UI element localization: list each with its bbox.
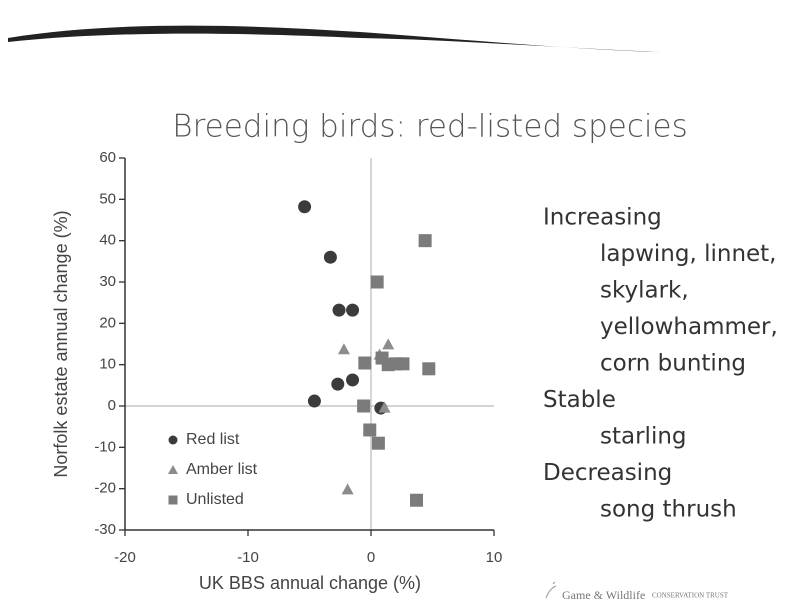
legend-swatch (168, 435, 178, 445)
point (410, 493, 424, 507)
point (422, 362, 436, 376)
side-heading: Increasing (543, 205, 662, 231)
point (418, 234, 432, 248)
side-heading: Stable (543, 387, 616, 413)
side-item: lapwing, linnet, (600, 241, 777, 267)
point (371, 436, 385, 450)
side-item: song thrush (600, 497, 737, 523)
point (378, 401, 391, 413)
legend-label: Unlisted (186, 491, 244, 508)
point (370, 275, 384, 289)
point (298, 200, 312, 214)
side-item: skylark, (600, 278, 689, 304)
y-tick-label: 50 (99, 190, 116, 207)
brush-stroke (8, 25, 660, 52)
point (341, 483, 354, 495)
legend-swatch (168, 465, 178, 474)
point (307, 394, 321, 408)
side-item: corn bunting (600, 351, 746, 377)
point (346, 303, 360, 317)
side-item: yellowhammer, (600, 314, 778, 340)
chart-title: Breeding birds: red-listed species (172, 109, 687, 145)
y-tick-label: 40 (99, 232, 116, 249)
y-tick-label: 30 (99, 273, 116, 290)
y-tick-label: 60 (99, 149, 116, 166)
y-tick-label: 0 (108, 397, 116, 414)
legend-label: Amber list (186, 461, 258, 478)
y-tick-label: -20 (94, 480, 116, 497)
legend-swatch (168, 495, 178, 505)
y-tick-label: 10 (99, 356, 116, 373)
x-tick-label: -20 (114, 549, 136, 566)
side-heading: Decreasing (543, 460, 672, 486)
point (396, 357, 410, 371)
side-item: starling (600, 424, 687, 450)
footer-tag: CONSERVATION TRUST (652, 592, 729, 600)
point (323, 250, 337, 264)
point (337, 343, 350, 355)
footer-name: Game & Wildlife (562, 588, 645, 602)
legend-label: Red list (186, 431, 240, 448)
footer-logo (545, 581, 557, 599)
y-tick-label: -30 (94, 521, 116, 538)
x-tick-label: -10 (237, 549, 259, 566)
point (357, 399, 371, 413)
x-tick-label: 10 (486, 549, 503, 566)
x-tick-label: 0 (367, 549, 375, 566)
side-text: Increasing lapwing, linnet, skylark, yellow… (543, 205, 778, 523)
point (363, 423, 377, 437)
point (331, 377, 345, 391)
point (382, 338, 395, 350)
point (332, 303, 346, 317)
y-tick-label: -10 (94, 438, 116, 455)
y-axis-label: Norfolk estate annual change (%) (51, 210, 71, 477)
x-axis-label: UK BBS annual change (%) (199, 573, 421, 593)
point (358, 356, 372, 370)
y-tick-label: 20 (99, 314, 116, 331)
point (346, 373, 360, 387)
